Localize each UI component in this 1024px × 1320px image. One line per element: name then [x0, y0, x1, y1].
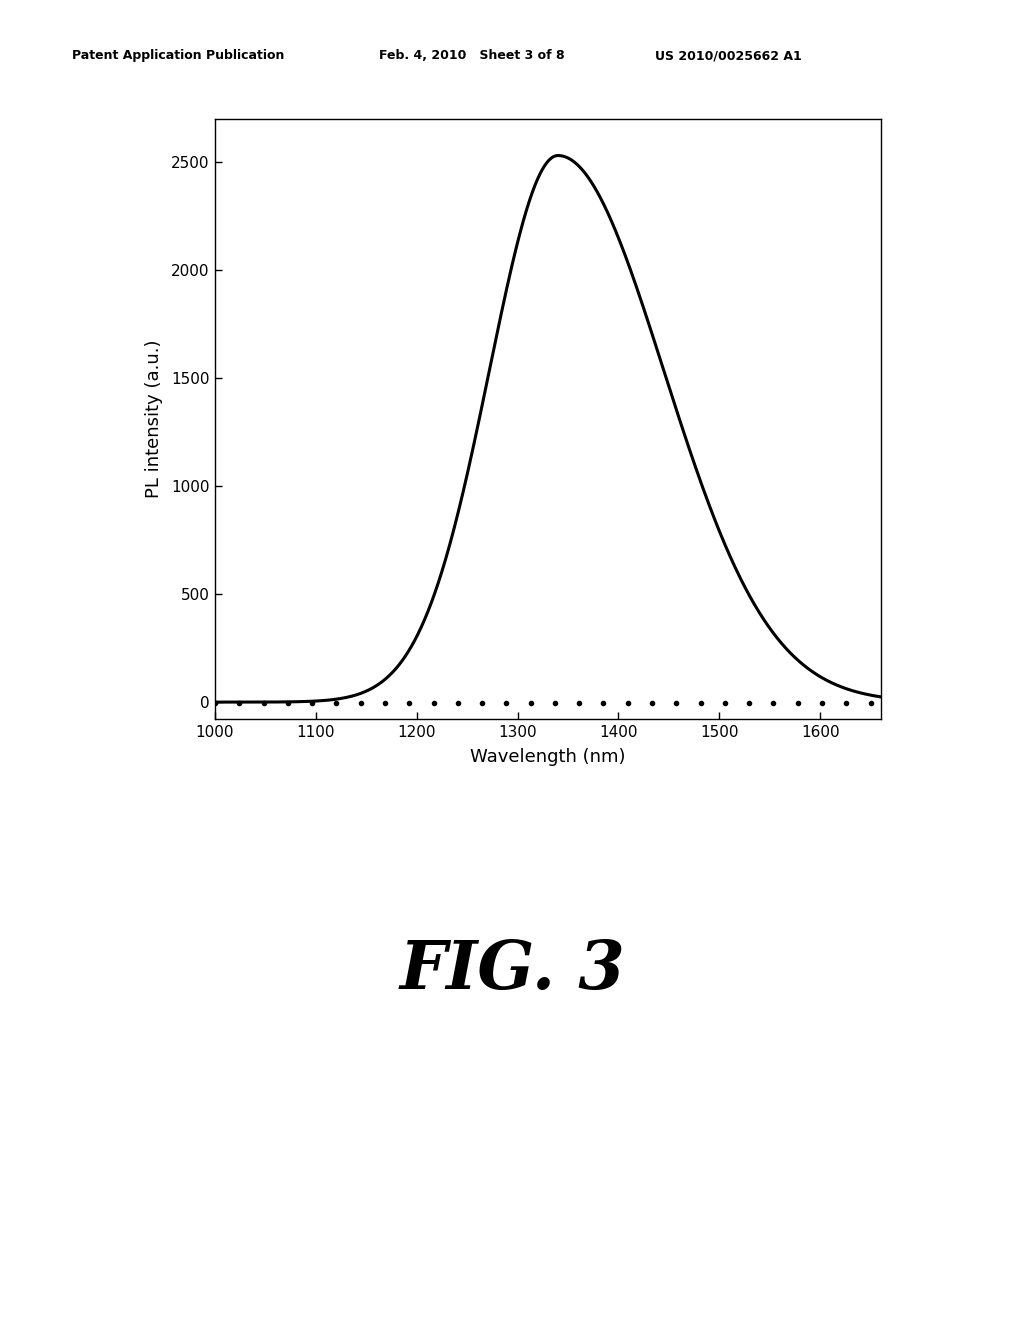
Text: Patent Application Publication: Patent Application Publication: [72, 49, 284, 62]
X-axis label: Wavelength (nm): Wavelength (nm): [470, 748, 626, 767]
Text: Feb. 4, 2010   Sheet 3 of 8: Feb. 4, 2010 Sheet 3 of 8: [379, 49, 564, 62]
Text: FIG. 3: FIG. 3: [399, 937, 625, 1003]
Text: US 2010/0025662 A1: US 2010/0025662 A1: [655, 49, 802, 62]
Y-axis label: PL intensity (a.u.): PL intensity (a.u.): [144, 339, 163, 499]
